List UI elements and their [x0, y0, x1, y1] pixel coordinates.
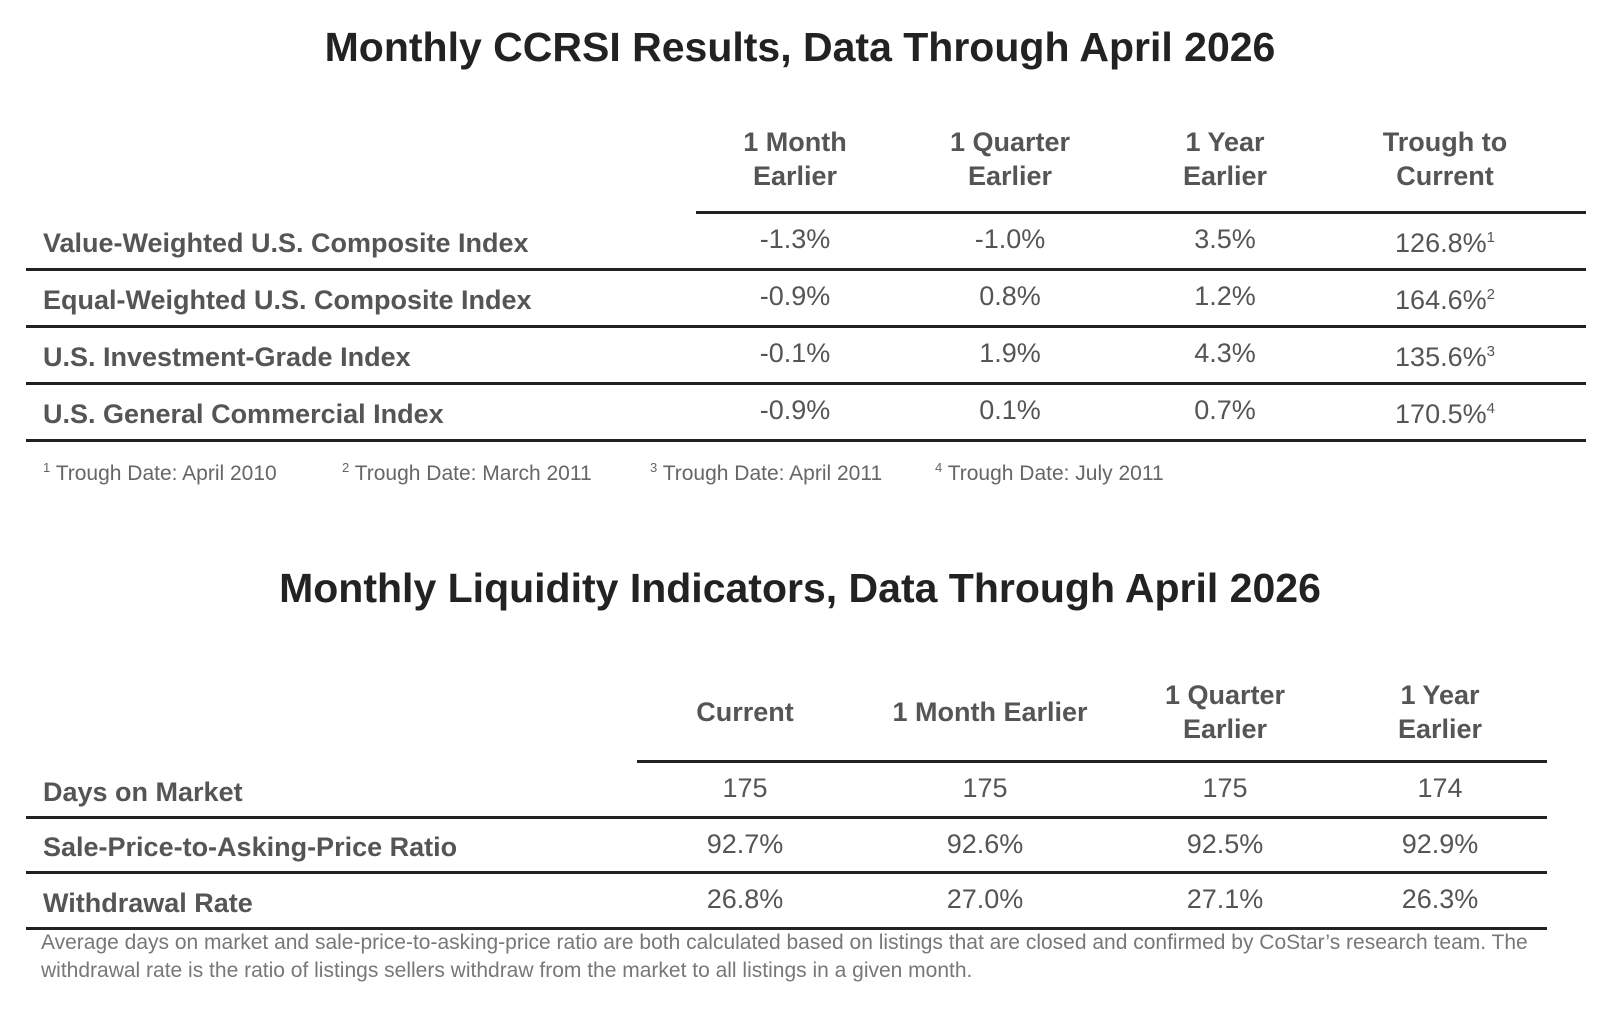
liquidity-col-header-line1: 1 Quarter — [1164, 680, 1286, 710]
ccrsi-row-label: Value-Weighted U.S. Composite Index — [43, 228, 529, 258]
ccrsi-row-label: U.S. Investment-Grade Index — [43, 342, 411, 372]
liquidity-row-rule — [26, 871, 1547, 874]
ccrsi-cell: -1.0% — [974, 224, 1046, 254]
footnote-marker: 4 — [935, 460, 943, 475]
ccrsi-cell: -0.9% — [759, 281, 831, 311]
ccrsi-col-header-trough: Trough to Current — [1340, 125, 1550, 193]
ccrsi-footnote: 3 Trough Date: April 2011 — [650, 461, 882, 487]
liquidity-cell: 175 — [962, 773, 1008, 803]
ccrsi-cell: -0.9% — [759, 395, 831, 425]
ccrsi-cell-trough: 170.5%4 — [1340, 397, 1550, 431]
ccrsi-col-header-line1: 1 Quarter — [949, 127, 1071, 157]
liquidity-col-header-line1: 1 Month Earlier — [892, 697, 1088, 727]
ccrsi-cell: 0.7% — [1194, 395, 1256, 425]
ccrsi-col-header-line1: 1 Year — [1185, 127, 1265, 157]
footnote-marker: 1 — [43, 460, 51, 475]
liquidity-row-label: Withdrawal Rate — [43, 888, 253, 918]
footnote-text: Trough Date: April 2011 — [657, 462, 883, 485]
ccrsi-row-label: U.S. General Commercial Index — [43, 399, 444, 429]
liquidity-cell: 26.8% — [706, 884, 784, 914]
ccrsi-cell-value: 126.8% — [1395, 228, 1487, 258]
ccrsi-cell: -0.1% — [759, 338, 831, 368]
ccrsi-footnote: 1 Trough Date: April 2010 — [43, 461, 277, 487]
ccrsi-row-rule — [26, 439, 1586, 442]
footnote-marker: 3 — [650, 460, 658, 475]
liquidity-cell: 175 — [722, 773, 768, 803]
ccrsi-cell-value: 135.6% — [1395, 342, 1487, 372]
liquidity-col-header-line2: Earlier — [1182, 714, 1268, 744]
liquidity-col-header-line2: Earlier — [1397, 714, 1483, 744]
liquidity-cell: 92.5% — [1186, 829, 1264, 859]
ccrsi-footnote: 4 Trough Date: July 2011 — [935, 461, 1164, 487]
liquidity-cell: 26.3% — [1401, 884, 1479, 914]
ccrsi-cell: 0.1% — [979, 395, 1041, 425]
ccrsi-cell-value: 170.5% — [1395, 399, 1487, 429]
liquidity-col-header-current: Current — [640, 695, 850, 729]
liquidity-col-header-1-month: 1 Month Earlier — [860, 695, 1120, 729]
ccrsi-cell-trough: 164.6%2 — [1340, 283, 1550, 317]
ccrsi-title: Monthly CCRSI Results, Data Through Apri… — [324, 24, 1276, 70]
ccrsi-cell: 0.8% — [979, 281, 1041, 311]
ccrsi-cell: 4.3% — [1194, 338, 1256, 368]
ccrsi-cell-trough: 126.8%1 — [1340, 226, 1550, 260]
liquidity-col-header-line1: Current — [696, 697, 794, 727]
liquidity-methodology-note: Average days on market and sale-price-to… — [41, 931, 1528, 982]
ccrsi-cell-value: 164.6% — [1395, 285, 1487, 315]
ccrsi-header-rule — [696, 211, 1586, 214]
footnote-text: Trough Date: April 2010 — [50, 462, 277, 485]
liquidity-cell: 92.9% — [1401, 829, 1479, 859]
ccrsi-row-rule — [26, 325, 1586, 328]
ccrsi-cell: -1.3% — [759, 224, 831, 254]
liquidity-cell: 92.7% — [706, 829, 784, 859]
ccrsi-row-rule — [26, 268, 1586, 271]
liquidity-header-rule — [637, 760, 1547, 763]
ccrsi-col-header-1-year: 1 Year Earlier — [1120, 125, 1330, 193]
footnote-marker: 1 — [1486, 229, 1495, 246]
liquidity-col-header-1-year: 1 Year Earlier — [1335, 678, 1545, 746]
ccrsi-cell: 1.2% — [1194, 281, 1256, 311]
ccrsi-col-header-1-quarter: 1 Quarter Earlier — [905, 125, 1115, 193]
footnote-marker: 3 — [1486, 343, 1495, 360]
liquidity-cell: 175 — [1202, 773, 1248, 803]
ccrsi-cell-trough: 135.6%3 — [1340, 340, 1550, 374]
footnote-marker: 2 — [342, 460, 350, 475]
footnote-text: Trough Date: March 2011 — [349, 462, 592, 485]
ccrsi-col-header-1-month: 1 Month Earlier — [690, 125, 900, 193]
liquidity-title: Monthly Liquidity Indicators, Data Throu… — [279, 565, 1321, 611]
ccrsi-col-header-line2: Earlier — [752, 161, 838, 191]
footnote-marker: 4 — [1486, 400, 1495, 417]
ccrsi-col-header-line2: Earlier — [1182, 161, 1268, 191]
ccrsi-cell: 1.9% — [979, 338, 1041, 368]
ccrsi-col-header-line1: Trough to — [1382, 127, 1508, 157]
ccrsi-footnote: 2 Trough Date: March 2011 — [342, 461, 592, 487]
liquidity-cell: 27.1% — [1186, 884, 1264, 914]
liquidity-row-label: Days on Market — [43, 777, 243, 807]
ccrsi-col-header-line2: Earlier — [967, 161, 1053, 191]
ccrsi-col-header-line1: 1 Month — [743, 127, 847, 157]
ccrsi-col-header-line2: Current — [1396, 161, 1494, 191]
liquidity-row-rule — [26, 927, 1547, 930]
liquidity-col-header-1-quarter: 1 Quarter Earlier — [1120, 678, 1330, 746]
liquidity-col-header-line1: 1 Year — [1400, 680, 1480, 710]
liquidity-cell: 174 — [1417, 773, 1463, 803]
ccrsi-cell: 3.5% — [1194, 224, 1256, 254]
liquidity-cell: 92.6% — [946, 829, 1024, 859]
liquidity-cell: 27.0% — [946, 884, 1024, 914]
ccrsi-row-label: Equal-Weighted U.S. Composite Index — [43, 285, 532, 315]
ccrsi-row-rule — [26, 382, 1586, 385]
footnote-marker: 2 — [1486, 286, 1495, 303]
liquidity-row-label: Sale-Price-to-Asking-Price Ratio — [43, 832, 458, 862]
liquidity-row-rule — [26, 816, 1547, 819]
footnote-text: Trough Date: July 2011 — [942, 462, 1164, 485]
